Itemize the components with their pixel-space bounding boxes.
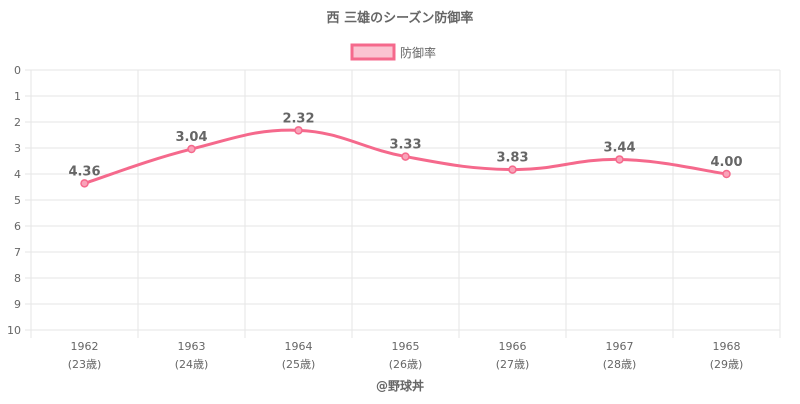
data-point [80, 179, 89, 188]
y-tick-label: 3 [14, 142, 21, 155]
data-label: 4.00 [710, 155, 742, 170]
data-point [294, 126, 303, 135]
x-tick-label: 1964 [285, 340, 313, 353]
legend-label: 防御率 [400, 45, 436, 60]
legend[interactable]: 防御率 [350, 43, 436, 61]
y-tick-label: 4 [14, 168, 21, 181]
x-tick-label: 1965 [392, 340, 420, 353]
data-label: 3.33 [389, 138, 421, 153]
data-label: 3.44 [603, 140, 635, 155]
series-layer: 4.36 3.04 2.32 3.33 3.83 3.44 4.00 [68, 111, 743, 188]
x-tick-sublabel: (24歳) [175, 358, 209, 371]
grid-layer [25, 69, 781, 338]
x-tick-label: 1968 [713, 340, 741, 353]
x-tick-label: 1963 [178, 340, 206, 353]
axis-layer: 0 1 2 3 4 5 6 7 8 9 10 1962 (23歳) 1963 (24歳) 1964 (25歳) 1… [7, 64, 743, 371]
y-tick-label: 2 [14, 116, 21, 129]
data-point [187, 144, 196, 154]
y-tick-label: 1 [14, 90, 21, 103]
y-tick-label: 6 [14, 220, 21, 233]
x-tick-sublabel: (28歳) [603, 358, 637, 371]
x-tick-label: 1967 [606, 340, 634, 353]
y-tick-label: 7 [14, 246, 21, 259]
data-label: 2.32 [282, 111, 314, 126]
data-point [401, 152, 410, 161]
y-tick-label: 9 [14, 298, 21, 311]
x-tick-label: 1962 [71, 340, 99, 353]
data-point [508, 165, 517, 174]
legend-swatch [350, 43, 396, 61]
x-tick-sublabel: (25歳) [282, 358, 316, 371]
chart-title: 西 三雄のシーズン防御率 [327, 10, 474, 26]
data-point [722, 169, 731, 179]
y-tick-label: 8 [14, 272, 21, 285]
y-tick-label: 10 [7, 324, 21, 337]
x-tick-sublabel: (26歳) [389, 358, 423, 371]
y-tick-label: 0 [14, 64, 21, 77]
data-label: 4.36 [68, 164, 100, 179]
data-label: 3.04 [175, 130, 207, 145]
y-tick-label: 5 [14, 194, 21, 207]
data-label: 3.83 [496, 151, 528, 166]
x-tick-sublabel: (29歳) [710, 358, 744, 371]
data-point [615, 155, 624, 164]
x-tick-label: 1966 [499, 340, 527, 353]
x-tick-sublabel: (23歳) [68, 358, 102, 371]
footer-credit: @野球丼 [376, 378, 424, 393]
x-tick-sublabel: (27歳) [496, 358, 530, 371]
